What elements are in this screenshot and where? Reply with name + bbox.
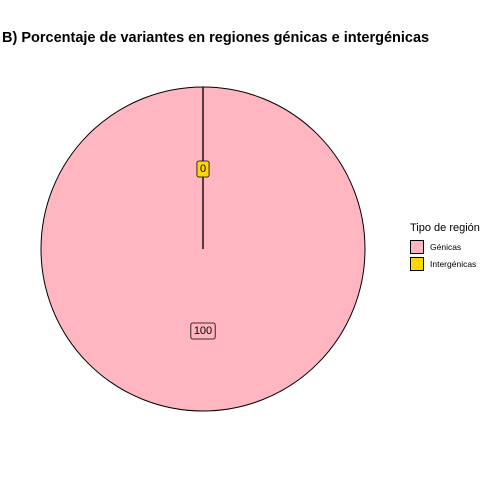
data-label-intergenicas: 0 [196, 160, 210, 178]
legend-title: Tipo de región [410, 222, 480, 234]
svg-text:100: 100 [194, 325, 212, 337]
svg-text:0: 0 [200, 163, 206, 175]
legend-label-intergenicas: Intergénicas [430, 258, 477, 269]
data-label-genicas: 100 [190, 322, 216, 340]
legend-key-genicas [410, 239, 424, 254]
legend-item-genicas: Génicas [410, 238, 480, 255]
legend-label-genicas: Génicas [430, 241, 462, 252]
legend-key-intergenicas [410, 256, 424, 271]
legend: Tipo de región Génicas Intergénicas [410, 222, 480, 272]
chart-title: B) Porcentaje de variantes en regiones g… [2, 30, 430, 46]
legend-item-intergenicas: Intergénicas [410, 255, 480, 272]
